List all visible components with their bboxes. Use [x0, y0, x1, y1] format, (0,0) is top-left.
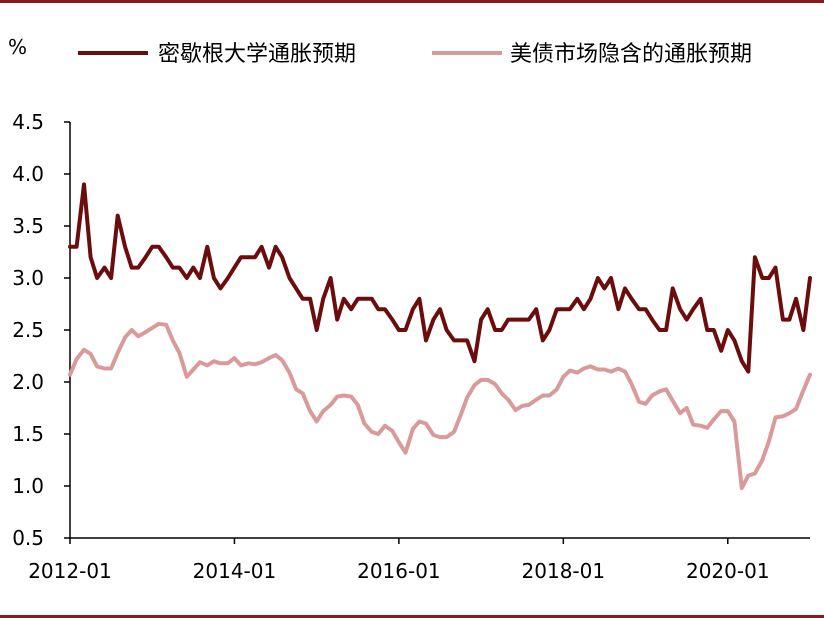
y-tick-label: 1.5	[12, 422, 44, 446]
x-tick-label: 2014-01	[193, 559, 277, 583]
frame-bottom-border	[0, 615, 824, 618]
x-tick-label: 2020-01	[686, 559, 770, 583]
y-tick-label: 2.0	[12, 370, 44, 394]
legend-label-breakeven: 美债市场隐含的通胀预期	[510, 42, 752, 67]
y-tick-label: 4.0	[12, 162, 44, 186]
frame-top-border	[0, 0, 824, 3]
y-tick-label: 4.5	[12, 110, 44, 134]
chart-series	[68, 182, 812, 491]
x-tick-label: 2018-01	[522, 559, 606, 583]
y-tick-label: 3.0	[12, 266, 44, 290]
y-unit-label: %	[8, 35, 27, 59]
chart-legend: 密歇根大学通胀预期 美债市场隐含的通胀预期	[78, 42, 752, 67]
series-line-breakeven	[68, 321, 812, 491]
y-tick-label: 1.0	[12, 474, 44, 498]
x-tick-label: 2016-01	[357, 559, 441, 583]
y-tick-label: 3.5	[12, 214, 44, 238]
legend-label-michigan: 密歇根大学通胀预期	[158, 42, 356, 67]
x-tick-label: 2012-01	[28, 559, 112, 583]
chart-axes: 0.5 1.0 1.5 2.0 2.5 3.0 3.5 4.0 4.5 2012-01 2014-0…	[12, 110, 810, 583]
y-tick-label: 0.5	[12, 526, 44, 550]
y-tick-label: 2.5	[12, 318, 44, 342]
series-line-michigan	[68, 182, 812, 374]
